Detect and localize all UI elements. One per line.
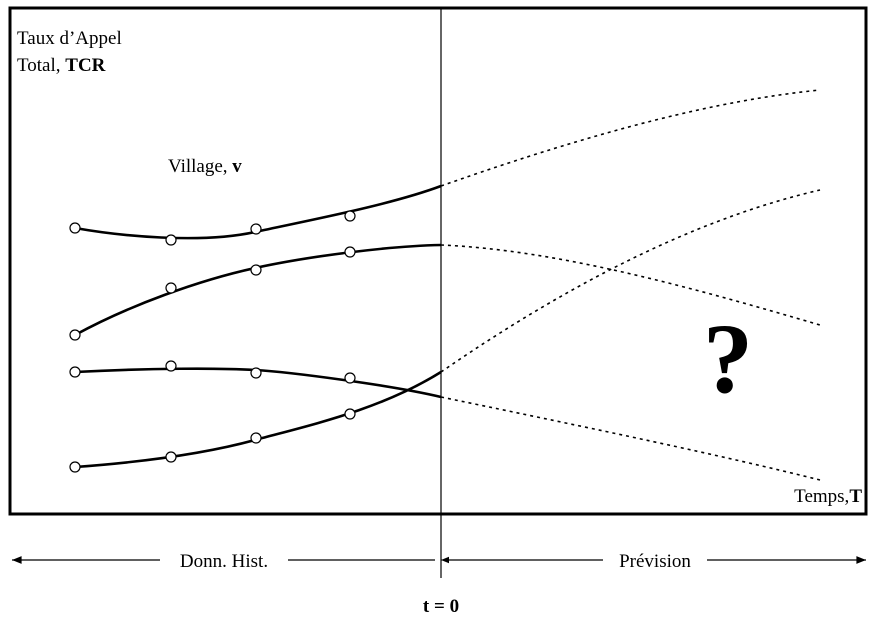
history-label: Donn. Hist.: [180, 551, 268, 572]
label-bg: [160, 548, 288, 572]
forecast-curve: [440, 189, 821, 373]
y-label-text: Total,: [17, 55, 65, 76]
curve: [74, 243, 442, 337]
y-label-bold: TCR: [65, 55, 105, 76]
question-mark: ?: [703, 303, 753, 414]
frame: [8, 6, 868, 516]
y-label: Taux d’Appel: [17, 28, 122, 49]
origin-label: t = 0: [423, 596, 459, 617]
observations: [69, 210, 356, 473]
forecast-curve: [440, 89, 821, 187]
series-label: Village, v: [168, 156, 242, 177]
label-bg: [603, 548, 707, 572]
x-label-text: Temps,: [794, 486, 849, 507]
series-label-bold: v: [232, 156, 242, 177]
forecast-curve: [440, 244, 821, 326]
forecast-curve: [440, 396, 821, 481]
curves: [74, 89, 821, 481]
x-label-bold: T: [849, 486, 862, 507]
forecast-label: Prévision: [619, 551, 691, 572]
y-label: Total, TCR: [17, 55, 106, 76]
series-label-text: Village,: [168, 156, 232, 177]
x-label: Temps,T: [794, 486, 862, 507]
